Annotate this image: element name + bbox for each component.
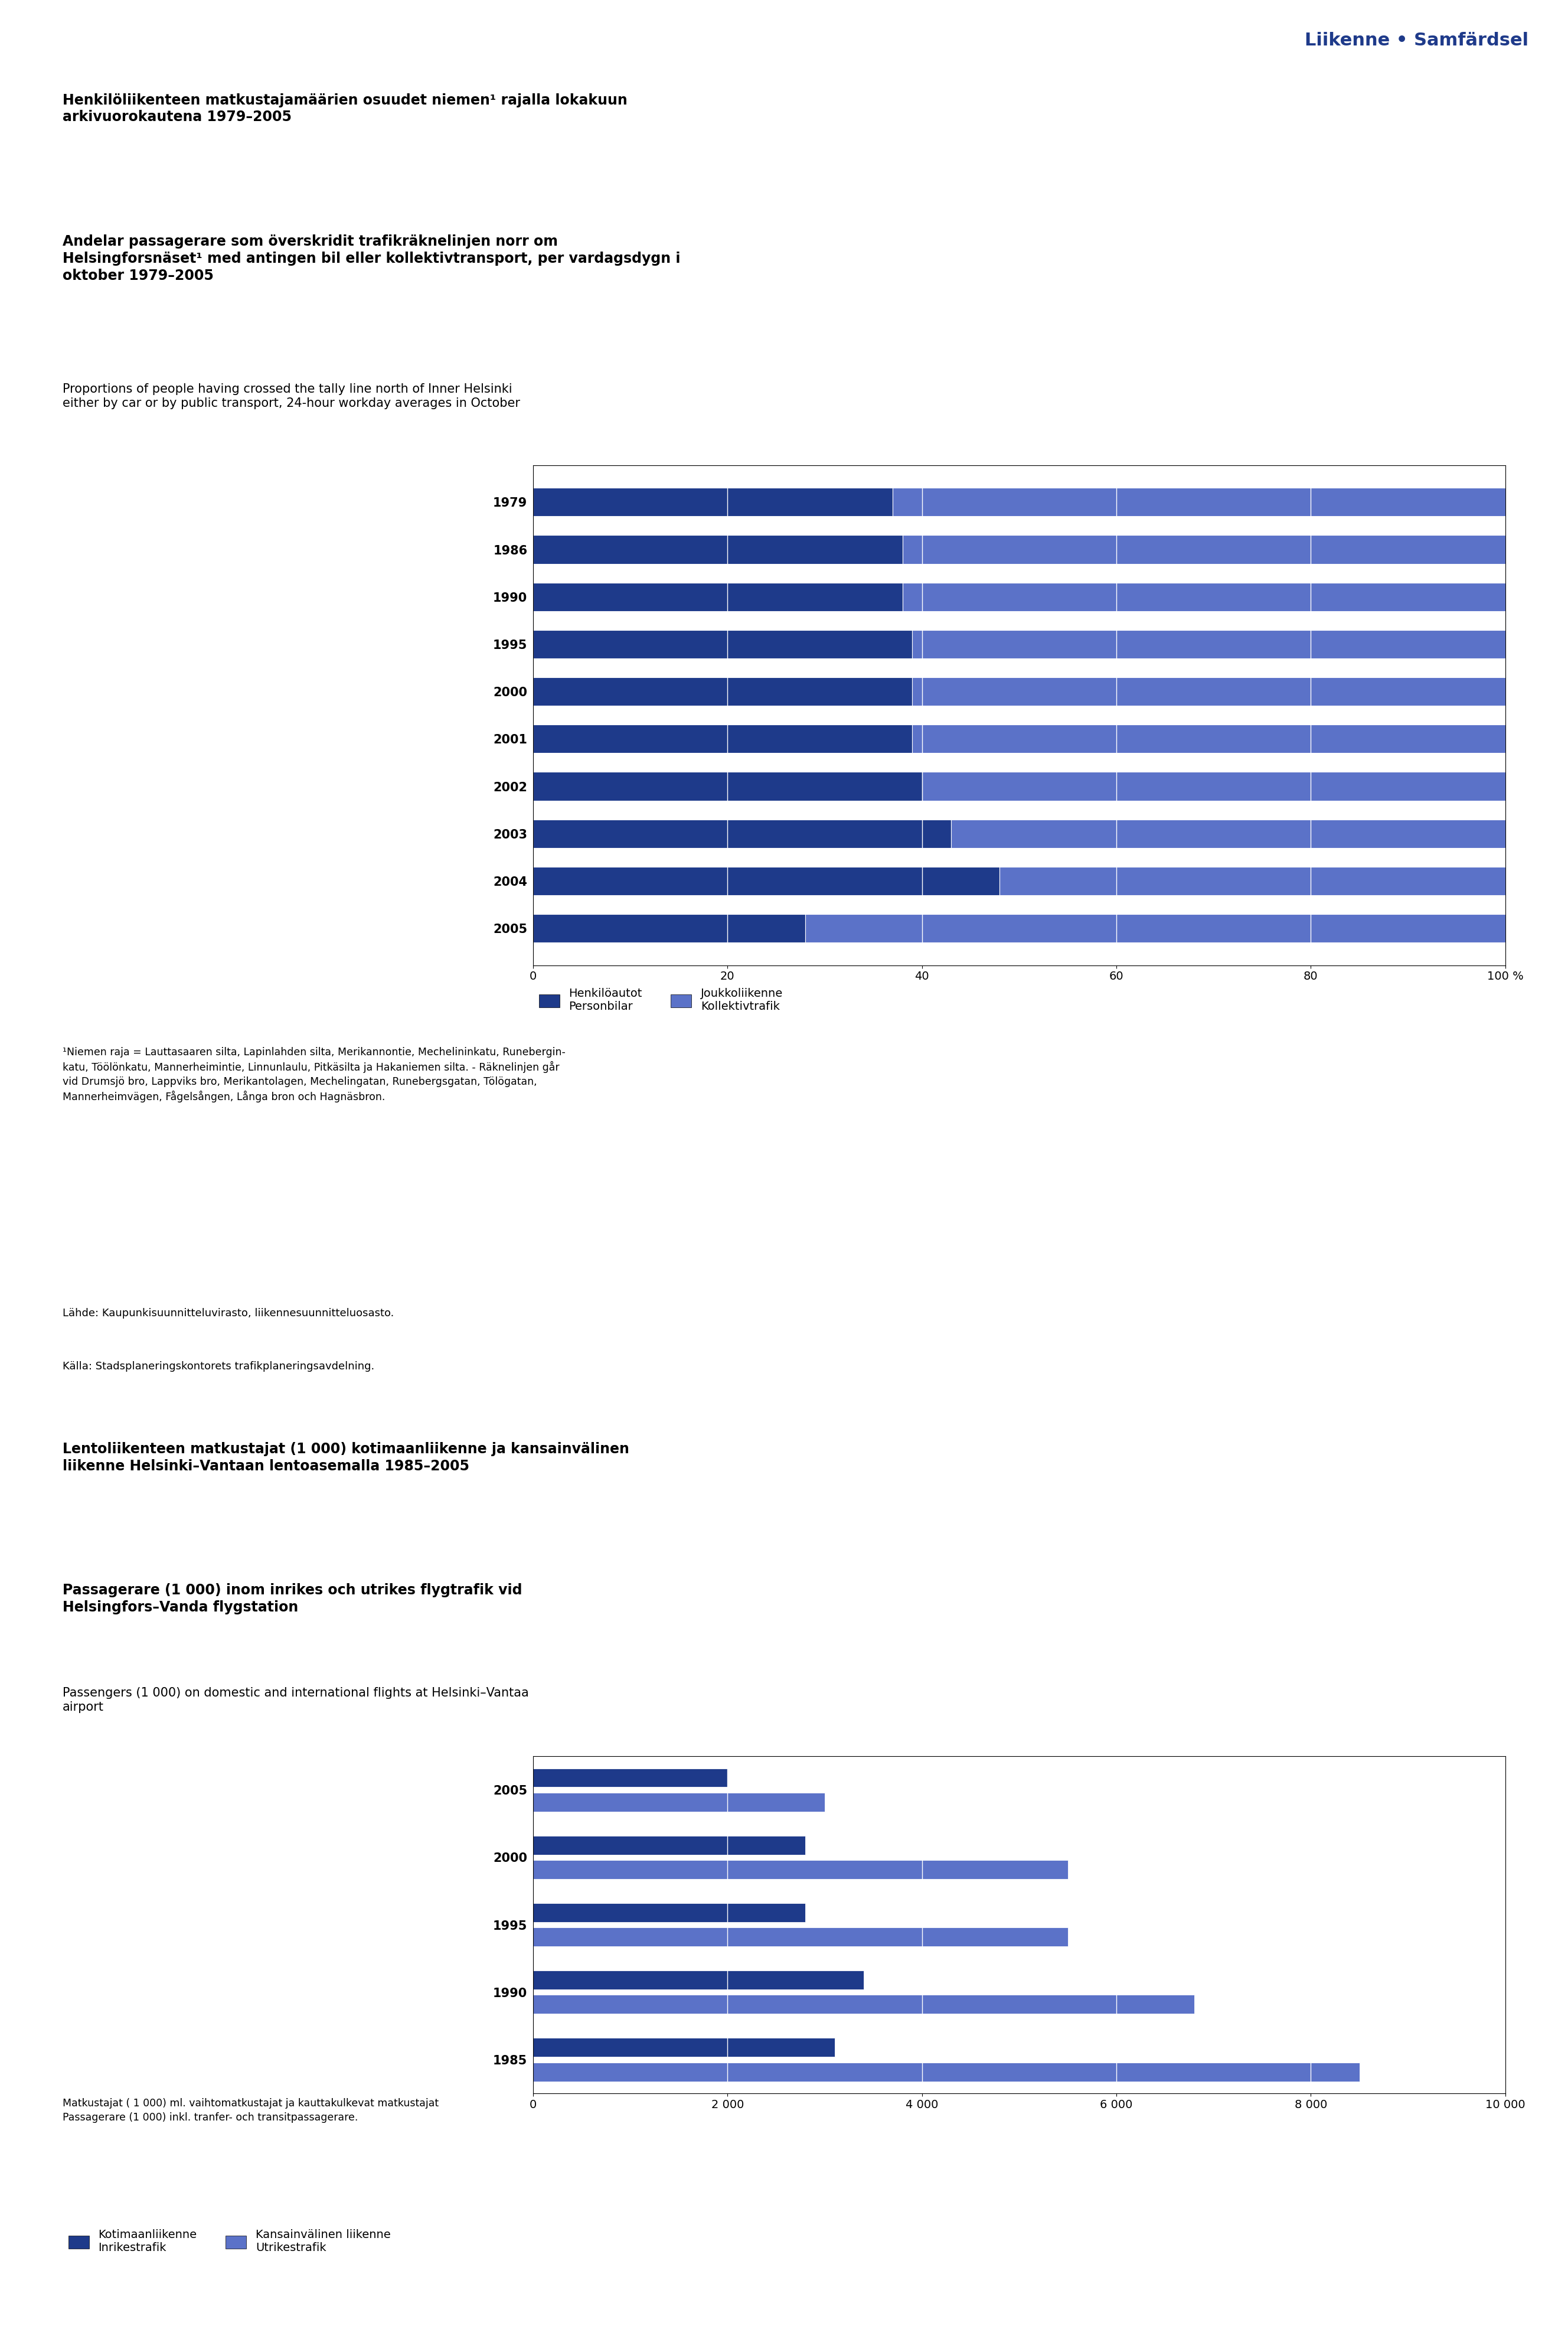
Legend: Henkilöautot
Personbilar, Joukkoliikenne
Kollektivtrafik: Henkilöautot Personbilar, Joukkoliikenne… <box>539 989 782 1012</box>
Bar <box>533 630 913 658</box>
Bar <box>533 582 903 612</box>
Bar <box>1000 868 1505 896</box>
Bar <box>533 726 913 754</box>
Bar <box>533 488 892 516</box>
Bar <box>533 819 952 849</box>
Text: Källa: Stadsplaneringskontorets trafikplaneringsavdelning.: Källa: Stadsplaneringskontorets trafikpl… <box>63 1361 375 1372</box>
Bar <box>913 677 1505 705</box>
Bar <box>806 914 1505 942</box>
Text: Lähde: Kaupunkisuunnitteluvirasto, liikennesuunnitteluosasto.: Lähde: Kaupunkisuunnitteluvirasto, liike… <box>63 1307 394 1319</box>
Bar <box>913 726 1505 754</box>
Bar <box>533 868 1000 896</box>
Bar <box>952 819 1505 849</box>
Bar <box>533 1970 864 1989</box>
Text: Henkilöliikenteen matkustajamäärien osuudet niemen¹ rajalla lokakuun
arkivuoroka: Henkilöliikenteen matkustajamäärien osuu… <box>63 93 627 123</box>
Bar <box>533 914 806 942</box>
Bar <box>922 772 1505 800</box>
Bar <box>903 582 1505 612</box>
Bar <box>533 2038 834 2056</box>
Text: Andelar passagerare som överskridit trafikräknelinjen norr om
Helsingforsnäset¹ : Andelar passagerare som överskridit traf… <box>63 235 681 281</box>
Bar <box>533 1793 825 1812</box>
Bar <box>533 677 913 705</box>
Text: Helsingin kaupungin tilastollinen vuosikirja 2006 • Helsingfors stads statistisk: Helsingin kaupungin tilastollinen vuosik… <box>417 2291 1151 2303</box>
Bar <box>533 1996 1195 2014</box>
Bar <box>533 1928 1068 1947</box>
Text: Lentoliikenteen matkustajat (1 000) kotimaanliikenne ja kansainvälinen
liikenne : Lentoliikenteen matkustajat (1 000) koti… <box>63 1442 629 1472</box>
Bar <box>903 535 1505 563</box>
Text: Proportions of people having crossed the tally line north of Inner Helsinki
eith: Proportions of people having crossed the… <box>63 384 521 409</box>
Bar <box>533 1903 806 1921</box>
Text: Liikenne • Samfärdsel: Liikenne • Samfärdsel <box>1305 33 1529 49</box>
Bar <box>533 772 922 800</box>
Bar <box>533 535 903 563</box>
Text: ¹Niemen raja = Lauttasaaren silta, Lapinlahden silta, Merikannontie, Mechelinink: ¹Niemen raja = Lauttasaaren silta, Lapin… <box>63 1047 566 1103</box>
Text: Passengers (1 000) on domestic and international flights at Helsinki–Vantaa
airp: Passengers (1 000) on domestic and inter… <box>63 1686 528 1712</box>
Bar <box>533 1861 1068 1879</box>
Legend: Kotimaanliikenne
Inrikestrafik, Kansainvälinen liikenne
Utrikestrafik: Kotimaanliikenne Inrikestrafik, Kansainv… <box>69 2228 390 2254</box>
Bar <box>913 630 1505 658</box>
Bar <box>533 1835 806 1854</box>
Bar <box>533 1768 728 1786</box>
Bar <box>892 488 1505 516</box>
Text: Passagerare (1 000) inom inrikes och utrikes flygtrafik vid
Helsingfors–Vanda fl: Passagerare (1 000) inom inrikes och utr… <box>63 1584 522 1614</box>
Text: Matkustajat ( 1 000) ml. vaihtomatkustajat ja kauttakulkevat matkustajat
Passage: Matkustajat ( 1 000) ml. vaihtomatkustaj… <box>63 2098 439 2124</box>
Bar <box>533 2063 1359 2082</box>
